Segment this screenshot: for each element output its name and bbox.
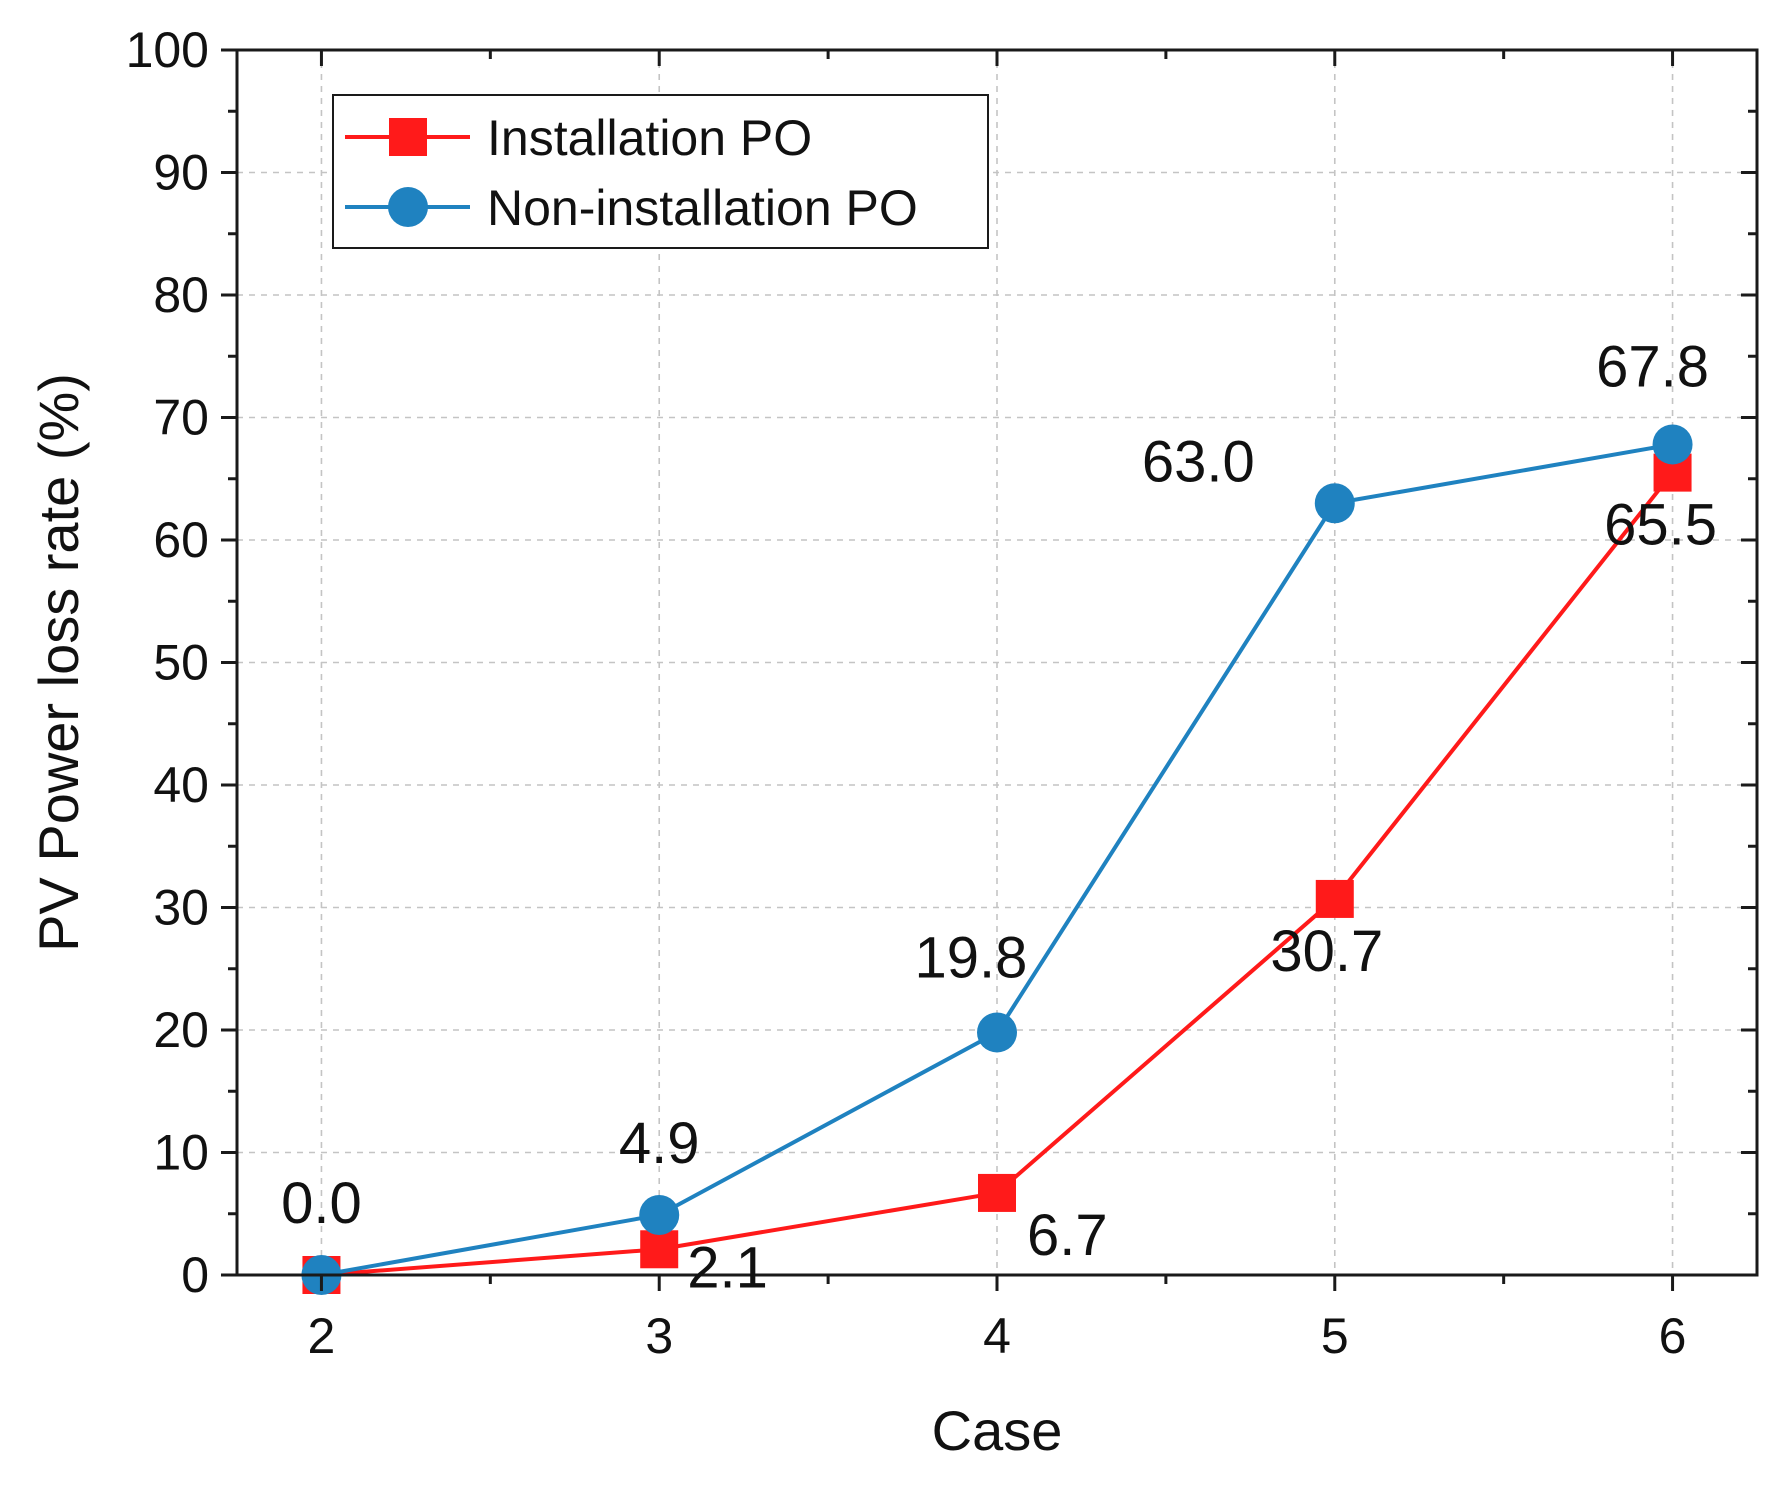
data-label-installation: 6.7 [1027,1203,1108,1268]
legend-label-installation: Installation PO [487,110,812,166]
data-point-installation [640,1230,679,1269]
x-tick-label: 5 [1321,1308,1349,1364]
data-point-installation [978,1173,1016,1212]
data-label-non-installation: 67.8 [1596,334,1709,399]
y-tick-label: 70 [153,390,209,446]
data-label-non-installation: 63.0 [1142,429,1255,494]
y-tick-label: 10 [153,1125,209,1181]
y-axis-title: PV Power loss rate (%) [27,373,90,952]
data-label-installation: 2.1 [687,1235,768,1300]
data-point-non-installation [639,1194,680,1235]
y-tick-label: 30 [153,880,209,936]
axes: 0 10 20 30 40 50 60 70 80 90 100 2 3 4 5 6 [126,22,1759,1364]
series-layer [301,424,1693,1295]
y-tick-label: 0 [181,1247,209,1303]
x-tick-label: 3 [645,1308,673,1364]
x-tick-label: 6 [1659,1308,1687,1364]
y-tick-label: 50 [153,635,209,691]
legend-marker-square [389,118,427,156]
data-labels: 2.1 6.7 30.7 65.5 0.0 4.9 19.8 63.0 67.8 [281,334,1717,1300]
y-tick-label: 80 [153,267,209,323]
data-label-non-installation: 0.0 [281,1171,362,1236]
data-label-installation: 65.5 [1604,493,1717,558]
y-tick-label: 90 [153,145,209,201]
y-tick-label: 20 [153,1002,209,1058]
x-tick-label: 2 [308,1308,336,1364]
data-label-non-installation: 4.9 [619,1111,700,1176]
y-tick-label: 40 [153,757,209,813]
data-point-non-installation [1652,424,1693,465]
legend: Installation PO Non-installation PO [332,94,989,249]
y-tick-label: 60 [153,512,209,568]
y-tick-label: 100 [126,22,209,78]
data-point-non-installation [1314,483,1355,524]
data-label-non-installation: 19.8 [915,925,1028,990]
data-point-non-installation [977,1012,1017,1053]
data-label-installation: 30.7 [1270,919,1383,984]
x-axis-title: Case [932,1399,1063,1462]
legend-marker-circle [388,187,428,227]
x-tick-label: 4 [983,1308,1011,1364]
legend-box [332,94,989,249]
legend-label-non-installation: Non-installation PO [487,180,918,236]
data-point-installation [1315,879,1354,918]
